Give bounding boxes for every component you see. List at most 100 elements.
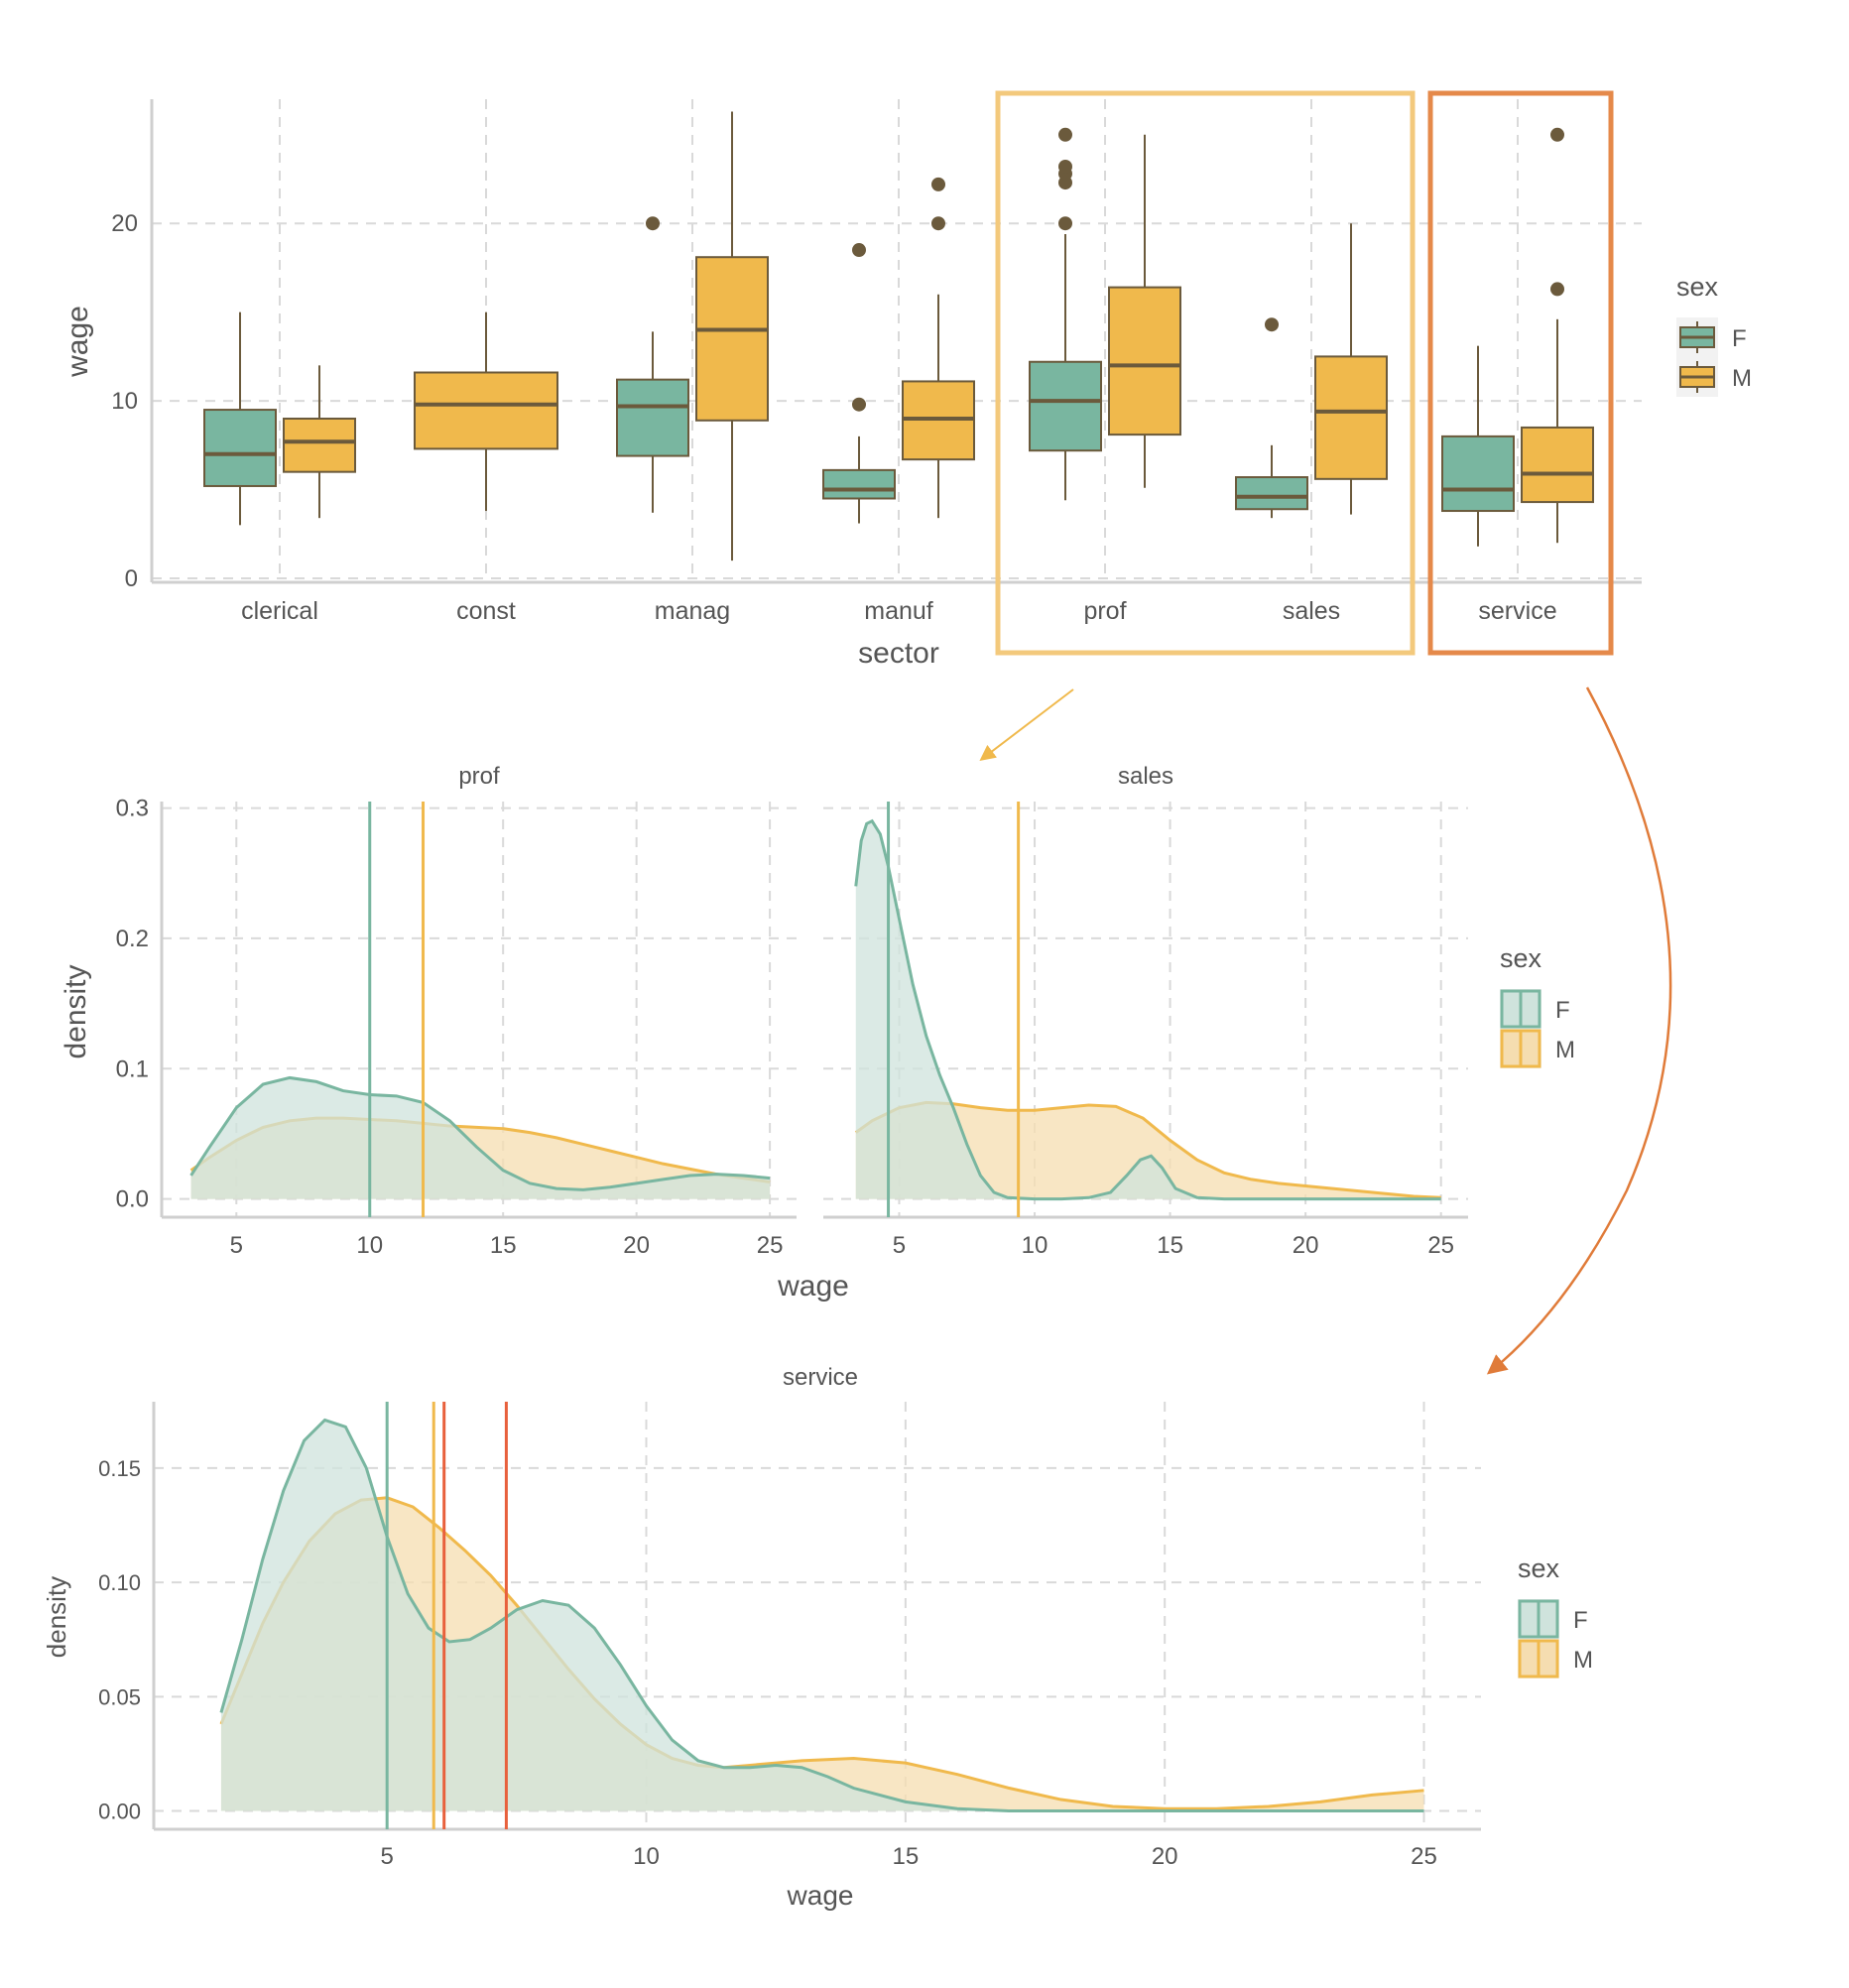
x-tick-label: 20: [1293, 1232, 1319, 1259]
grid: [152, 99, 1642, 582]
box-manuf-F: [822, 243, 896, 524]
y-tick-label: 20: [111, 210, 138, 237]
box-manag-F: [616, 216, 689, 513]
x-tick-label: 15: [893, 1843, 920, 1870]
highlight-prof-sales: [995, 90, 1416, 656]
x-tick-label: 10: [1022, 1232, 1048, 1259]
y-axis-title: wage: [62, 306, 94, 378]
box-body: [616, 378, 689, 457]
y-tick-label: 0.05: [98, 1684, 141, 1709]
legend: sex FM: [1500, 943, 1575, 1068]
legend-key-M: [1518, 1639, 1559, 1678]
legend: sex FM: [1518, 1553, 1593, 1678]
box-manuf-M: [902, 177, 975, 519]
y-tick-label: 0: [125, 565, 138, 592]
x-tick-label: 10: [356, 1232, 383, 1259]
box-body: [283, 418, 356, 473]
outlier-point: [1058, 127, 1072, 142]
density-line-F: [854, 818, 1441, 1201]
y-tick-label: 10: [111, 388, 138, 415]
outlier-point: [931, 177, 945, 191]
box-const-M: [414, 311, 558, 512]
box-body: [1441, 435, 1515, 513]
box-body: [1521, 426, 1594, 504]
legend-title: sex: [1500, 943, 1542, 973]
outlier-point: [852, 243, 866, 258]
legend-key-M: [1500, 1029, 1541, 1068]
box-body: [822, 468, 896, 500]
density-prof-sales-chart: prof 5 10 15 20 25 sales 5 10 15 20 25 0.0 0.1 0.2 0.3 w…: [60, 763, 1575, 1303]
x-axis-title: wage: [787, 1880, 854, 1911]
density-area-F: [190, 1077, 771, 1199]
legend: sex FM: [1676, 272, 1752, 397]
arrow-to-prof-sales: [979, 688, 1074, 761]
legend-label-M: M: [1732, 365, 1752, 392]
x-tick-label: 25: [1411, 1843, 1437, 1870]
y-axis-title: density: [42, 1576, 71, 1658]
x-tick-label: 20: [1152, 1843, 1178, 1870]
box-clerical-F: [203, 311, 277, 526]
box-sales-F: [1235, 317, 1308, 519]
density-area-F: [220, 1420, 1424, 1811]
y-tick-label: 0.15: [98, 1456, 141, 1481]
legend-key-F: [1518, 1599, 1559, 1639]
panel-title-prof: prof: [458, 763, 500, 790]
y-tick-label: 0.3: [116, 796, 149, 822]
outlier-point: [931, 216, 945, 231]
highlight-service: [1427, 90, 1614, 656]
box-prof-F: [1029, 127, 1102, 501]
outlier-point: [1058, 216, 1072, 231]
x-tick-label-sales: sales: [1283, 597, 1340, 625]
density-area-F: [855, 820, 1441, 1199]
box-prof-M: [1108, 134, 1181, 488]
x-tick-label: 20: [623, 1232, 650, 1259]
legend-label-F: F: [1573, 1607, 1588, 1634]
y-tick-label: 0.10: [98, 1570, 141, 1595]
box-body: [414, 371, 558, 450]
box-service-M: [1521, 127, 1594, 544]
box-body: [1029, 360, 1102, 452]
y-tick-label: 0.00: [98, 1800, 141, 1824]
x-tick-label: 5: [893, 1232, 906, 1259]
legend-label-F: F: [1555, 997, 1570, 1024]
legend-key-F: [1676, 317, 1718, 357]
panel-prof: prof 5 10 15 20 25: [160, 763, 797, 1259]
box-body: [695, 256, 769, 422]
x-tick-label-prof: prof: [1083, 597, 1126, 625]
y-tick-label: 0.0: [116, 1186, 149, 1213]
x-tick-label-manuf: manuf: [864, 597, 933, 625]
panel-title-sales: sales: [1118, 763, 1173, 790]
outlier-point: [1265, 317, 1279, 332]
x-tick-label: 10: [633, 1843, 660, 1870]
box-sales-M: [1314, 223, 1388, 515]
box-body: [1235, 476, 1308, 511]
density-area-M: [855, 1102, 1441, 1199]
outlier-point: [852, 397, 866, 412]
x-tick-label-const: const: [456, 597, 516, 625]
outlier-point: [1550, 127, 1564, 142]
legend-title: sex: [1676, 272, 1719, 302]
x-axis-title: sector: [858, 637, 939, 670]
y-tick-label: 0.1: [116, 1056, 149, 1082]
legend-label-M: M: [1573, 1647, 1593, 1674]
box-clerical-M: [283, 365, 356, 519]
box-service-F: [1441, 345, 1515, 547]
arrow-to-service: [1486, 686, 1672, 1375]
density-line-F: [189, 1075, 771, 1191]
outlier-point: [1058, 159, 1072, 174]
outlier-point: [1550, 282, 1564, 297]
y-axis-title: density: [60, 964, 92, 1058]
legend-label-F: F: [1732, 325, 1747, 352]
panel-title-service: service: [783, 1364, 858, 1391]
x-tick-label-manag: manag: [655, 597, 730, 625]
x-tick-label: 25: [1427, 1232, 1454, 1259]
box-body: [1314, 355, 1388, 480]
y-tick-label: 0.2: [116, 926, 149, 952]
connector-arrows: [979, 686, 1672, 1375]
density-line-F: [219, 1418, 1424, 1813]
x-tick-label: 5: [230, 1232, 243, 1259]
x-tick-label-clerical: clerical: [241, 597, 318, 625]
x-tick-label: 25: [757, 1232, 784, 1259]
legend-key-F: [1500, 989, 1541, 1029]
